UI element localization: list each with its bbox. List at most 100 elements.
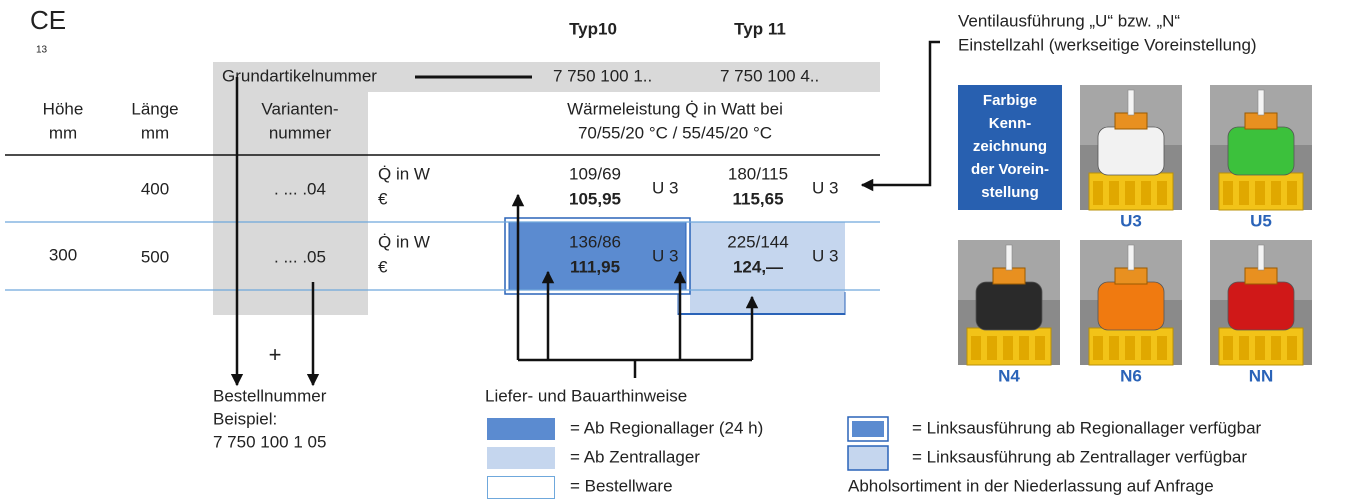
valve-pin xyxy=(1257,89,1265,116)
valve-cap xyxy=(1227,281,1295,331)
valve-rib xyxy=(1271,181,1281,205)
valve-rib xyxy=(1141,336,1151,360)
valve-rib xyxy=(971,336,981,360)
output: 136/86 xyxy=(569,232,621,251)
col-head: Wärmeleistung Q̇ in Watt bei xyxy=(567,99,783,118)
legend-swatch xyxy=(852,421,884,437)
legend-item: = Bestellware xyxy=(570,476,673,495)
length: 500 xyxy=(141,247,169,266)
valve-caption: Ventilausführung „U“ bzw. „N“ xyxy=(958,11,1180,30)
valve-rib xyxy=(1019,336,1029,360)
output: 180/115 xyxy=(728,164,788,183)
row-label: € xyxy=(378,189,388,208)
legend-item: = Ab Regionallager (24 h) xyxy=(570,418,763,437)
valve-pin xyxy=(1127,89,1135,116)
length: 400 xyxy=(141,179,169,198)
plus: + xyxy=(269,342,282,367)
valve-rib xyxy=(1157,181,1167,205)
cell-central xyxy=(690,222,845,315)
row-label: Q̇ in W xyxy=(378,232,430,251)
price: 124,— xyxy=(733,257,783,276)
legend-swatch xyxy=(847,445,889,471)
valve-rib xyxy=(1287,336,1297,360)
valve-image xyxy=(1080,240,1182,366)
valve-rib xyxy=(1157,336,1167,360)
base-value: 7 750 100 1.. xyxy=(553,66,652,85)
valve-rib xyxy=(1093,181,1103,205)
valve-rib xyxy=(1239,336,1249,360)
base-value: 7 750 100 4.. xyxy=(720,66,819,85)
price: 111,95 xyxy=(570,257,620,276)
legend-title: Liefer- und Bauarthinweise xyxy=(485,386,687,405)
badge xyxy=(958,85,1062,210)
price: 115,65 xyxy=(732,189,783,208)
valve-image xyxy=(1080,85,1182,211)
variant-band xyxy=(213,62,368,315)
output: 225/144 xyxy=(727,232,788,251)
legend-swatch xyxy=(487,447,555,469)
valve-label: U5 xyxy=(1250,211,1272,230)
valve-code: U 3 xyxy=(812,178,838,197)
valve-rib xyxy=(1125,181,1135,205)
valve-label: N4 xyxy=(998,366,1020,385)
valve-nut xyxy=(1244,112,1278,130)
valve-label: NN xyxy=(1249,366,1274,385)
valve-image xyxy=(1210,85,1312,211)
valve-rib xyxy=(987,336,997,360)
valve-image xyxy=(1210,240,1312,366)
badge-text: stellung xyxy=(981,184,1039,201)
badge-text: der Vorein- xyxy=(971,161,1049,178)
variant: . ... .04 xyxy=(274,179,326,198)
valve-label: U3 xyxy=(1120,211,1142,230)
badge-text: zeichnung xyxy=(973,138,1047,155)
output: 109/69 xyxy=(569,164,621,183)
valve-code: U 3 xyxy=(652,246,678,265)
legend-swatch xyxy=(487,418,555,440)
badge-text: Kenn- xyxy=(989,115,1032,132)
valve-image xyxy=(958,240,1060,366)
valve-rib xyxy=(1223,181,1233,205)
col-head: 70/55/20 °C / 55/45/20 °C xyxy=(578,123,772,142)
col-head: Höhe xyxy=(43,99,84,118)
valve-rib xyxy=(1255,336,1265,360)
valve-rib xyxy=(1239,181,1249,205)
valve-rib xyxy=(1035,336,1045,360)
ce-number: 13 xyxy=(36,45,48,56)
height-value: 300 xyxy=(49,245,77,264)
cell-regional xyxy=(508,221,687,291)
valve-rib xyxy=(1109,336,1119,360)
valve-nut xyxy=(1244,267,1278,285)
valve-nut xyxy=(992,267,1026,285)
order-line: Beispiel: xyxy=(213,409,277,428)
valve-rib xyxy=(1093,336,1103,360)
valve-cap xyxy=(1097,126,1165,176)
variant: . ... .05 xyxy=(274,247,326,266)
valve-pin xyxy=(1127,244,1135,271)
type-header: Typ 11 xyxy=(734,19,786,38)
col-head: mm xyxy=(49,123,77,142)
arrow xyxy=(860,40,940,192)
valve-code: U 3 xyxy=(652,178,678,197)
valve-nut xyxy=(1114,112,1148,130)
row-label: € xyxy=(378,257,388,276)
valve-rib xyxy=(1287,181,1297,205)
valve-cap xyxy=(1227,126,1295,176)
price: 105,95 xyxy=(569,189,621,208)
col-head: mm xyxy=(141,123,169,142)
valve-pin xyxy=(1257,244,1265,271)
valve-nut xyxy=(1114,267,1148,285)
valve-rib xyxy=(1109,181,1119,205)
valve-pin xyxy=(1005,244,1013,271)
valve-cap xyxy=(975,281,1043,331)
legend-swatch xyxy=(487,476,555,499)
col-head: Varianten- xyxy=(261,99,338,118)
legend-item: = Ab Zentrallager xyxy=(570,447,700,466)
col-head: Länge xyxy=(131,99,178,118)
valve-code: U 3 xyxy=(812,246,838,265)
valve-cap xyxy=(1097,281,1165,331)
order-line: 7 750 100 1 05 xyxy=(213,432,326,451)
legend-note: Abholsortiment in der Niederlassung auf … xyxy=(848,476,1214,495)
ce-mark: CE xyxy=(30,5,66,35)
valve-rib xyxy=(1003,336,1013,360)
